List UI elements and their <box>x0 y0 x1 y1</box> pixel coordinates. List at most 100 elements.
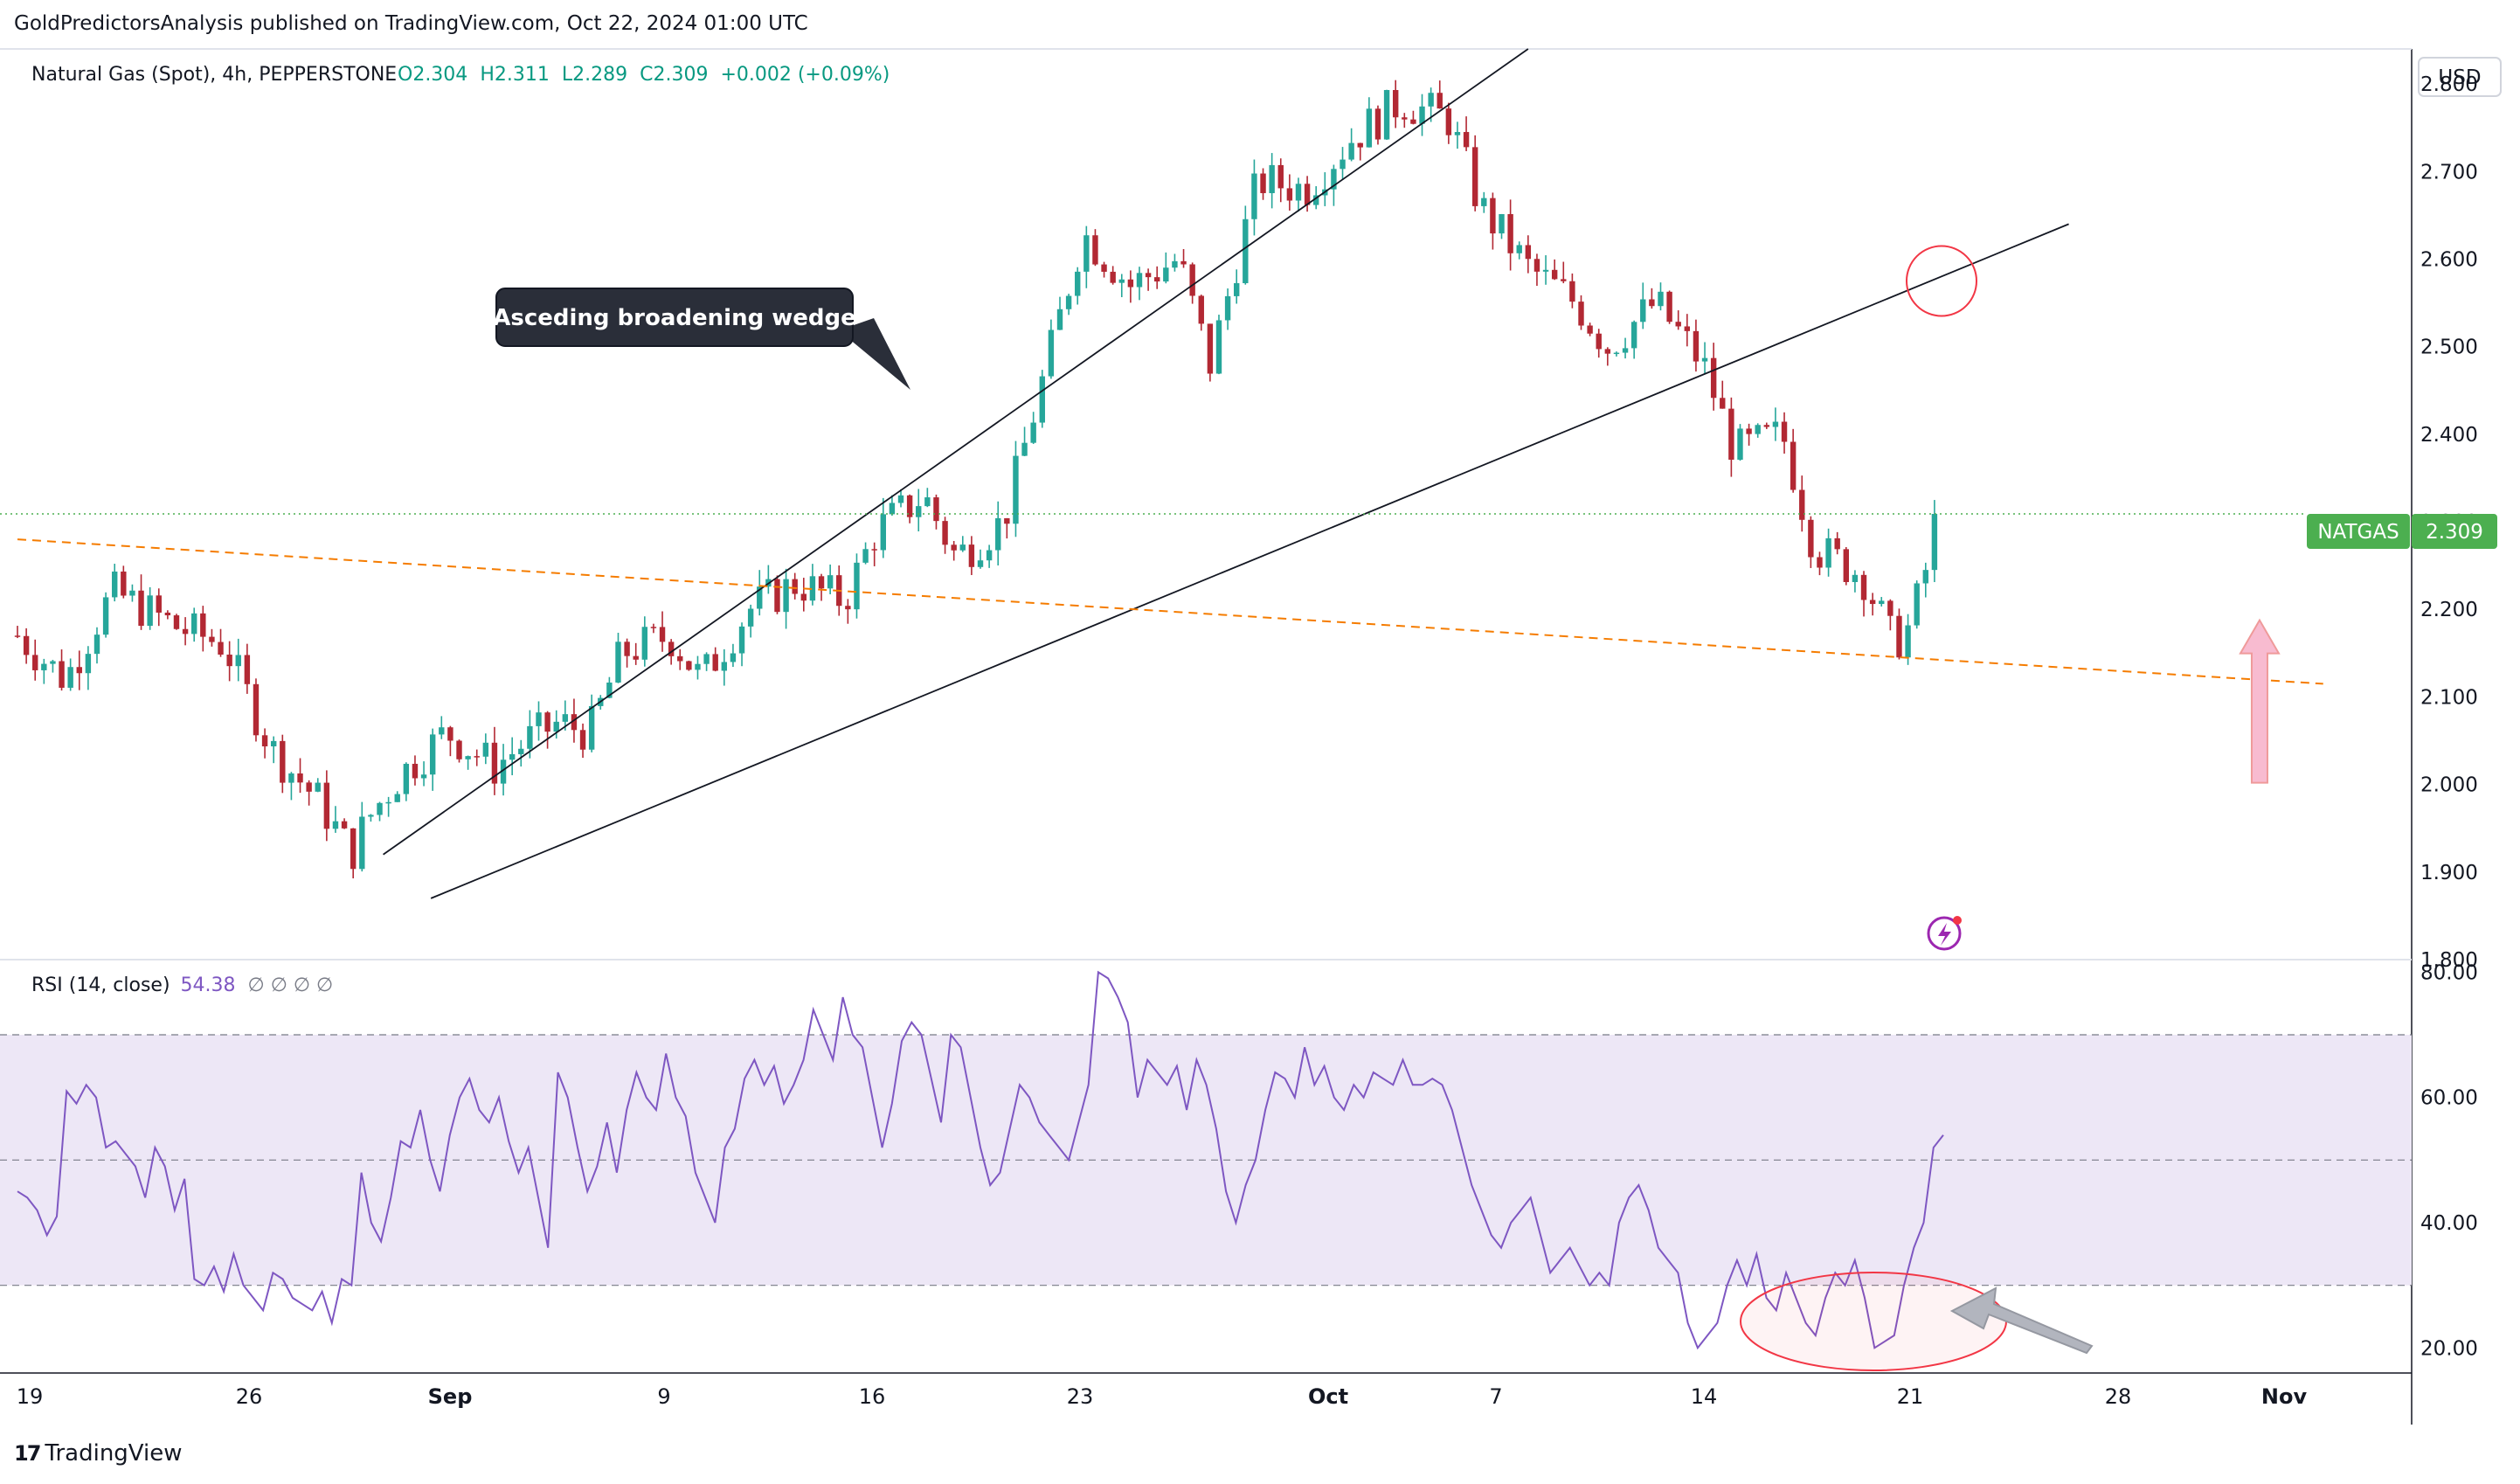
candle-body <box>1234 283 1240 296</box>
candle-body <box>218 641 224 655</box>
drawing-annotations <box>0 48 2323 899</box>
rsi-tick-label: 40.00 <box>2420 1212 2478 1235</box>
candle-body <box>1481 198 1487 206</box>
candle-body <box>1357 142 1363 148</box>
candle-body <box>59 661 65 688</box>
candle-body <box>1021 442 1028 456</box>
candle-body <box>633 655 639 660</box>
support-up-arrow-icon <box>2239 618 2281 784</box>
candle-body <box>1622 348 1629 353</box>
candle-body <box>1860 574 1867 600</box>
lightning-icon[interactable] <box>1927 916 1962 951</box>
footer-brand: TradingView <box>45 1440 183 1467</box>
rsi-line <box>17 970 1944 1350</box>
candle-body <box>1852 574 1859 582</box>
candle-body <box>1172 260 1178 268</box>
candle-body <box>792 579 798 594</box>
rsi-tick-label: 80.00 <box>2420 961 2478 984</box>
candle-body <box>695 663 701 670</box>
candle-body <box>1101 264 1107 272</box>
annotation-callout-tail <box>839 318 910 390</box>
candle-body <box>1728 408 1734 460</box>
candle-body <box>1251 173 1257 219</box>
candle-body <box>1879 600 1885 605</box>
candle-body <box>747 608 754 627</box>
price-tag-symbol: NATGAS <box>2317 521 2399 544</box>
candle-body <box>518 748 524 754</box>
price-tag-value: 2.309 <box>2426 521 2483 544</box>
candle-body <box>668 641 675 656</box>
candle-body <box>288 773 294 783</box>
candle-body <box>1763 425 1770 427</box>
candle-body <box>1922 570 1929 584</box>
candle-body <box>1649 299 1655 307</box>
symbol-legend[interactable]: Natural Gas (Spot), 4h, PEPPERSTONE <box>31 64 397 86</box>
candle-body <box>818 576 825 589</box>
candle-body <box>1437 93 1443 109</box>
candle-body <box>350 828 357 870</box>
ohlc-change: +0.002 (+0.09%) <box>720 64 890 86</box>
candle-body <box>1499 213 1505 234</box>
gray-arrow-icon <box>1949 1286 2094 1355</box>
candle-body <box>730 653 737 662</box>
candle-body <box>1561 279 1567 281</box>
candle-body <box>465 756 471 759</box>
candle-body <box>23 635 30 655</box>
candle-body <box>571 714 578 731</box>
candle-body <box>1507 213 1513 253</box>
price-tick-label: 2.000 <box>2420 774 2478 797</box>
candle-body <box>1834 537 1840 550</box>
candle-body <box>1304 184 1311 205</box>
candle-body <box>1392 90 1399 118</box>
candle-body <box>553 721 559 732</box>
candle-body <box>200 613 206 637</box>
time-tick-label: 19 <box>17 1384 44 1409</box>
candle-body <box>1790 441 1797 490</box>
candle-body <box>1817 557 1823 568</box>
candle-body <box>439 727 445 735</box>
candle-body <box>933 497 939 522</box>
candle-body <box>1348 142 1354 160</box>
candle-body <box>1145 273 1152 278</box>
ohlc-close: C2.309 <box>640 64 708 86</box>
candle-body <box>527 725 533 749</box>
candle-body <box>712 654 718 671</box>
candle-body <box>588 705 595 750</box>
candle-body <box>1118 279 1125 283</box>
candle-body <box>1490 198 1496 234</box>
candle-body <box>1914 583 1920 626</box>
candle-body <box>686 661 692 670</box>
trendline-wedge-lower <box>430 223 2069 899</box>
candle-body <box>1604 349 1611 354</box>
candle-body <box>1013 455 1019 524</box>
candle-body <box>182 628 189 635</box>
candle-body <box>341 821 348 829</box>
candle-body <box>995 517 1001 551</box>
currency-box[interactable] <box>2418 57 2502 97</box>
tradingview-footer[interactable]: 17 TradingView <box>14 1440 183 1467</box>
candle-body <box>1737 428 1743 460</box>
candle-body <box>1701 357 1708 362</box>
candle-body <box>1658 291 1664 307</box>
time-axis: 19 26 Sep 9 16 23 Oct 7 14 21 28 Nov <box>17 1384 2308 1409</box>
annotation-callout[interactable] <box>495 288 854 347</box>
candle-body <box>1056 309 1063 330</box>
candle-body <box>1781 421 1788 442</box>
candle-body <box>253 683 260 736</box>
candle-body <box>1471 147 1478 206</box>
time-tick-label: 9 <box>657 1384 670 1409</box>
candle-body <box>1428 93 1434 107</box>
candle-body <box>1746 428 1752 434</box>
candle-body <box>1869 600 1876 605</box>
candle-body <box>544 712 550 732</box>
rsi-legend[interactable]: RSI (14, close) 54.38 ∅ ∅ ∅ ∅ <box>31 974 333 996</box>
candle-body <box>1887 600 1893 616</box>
candle-body <box>1666 291 1672 322</box>
candle-body <box>41 663 47 670</box>
ohlc-open: O2.304 <box>398 64 467 86</box>
candle-body <box>1312 195 1319 205</box>
candle-body <box>76 667 82 674</box>
candle-body <box>916 506 922 517</box>
candle-body <box>1931 514 1938 571</box>
